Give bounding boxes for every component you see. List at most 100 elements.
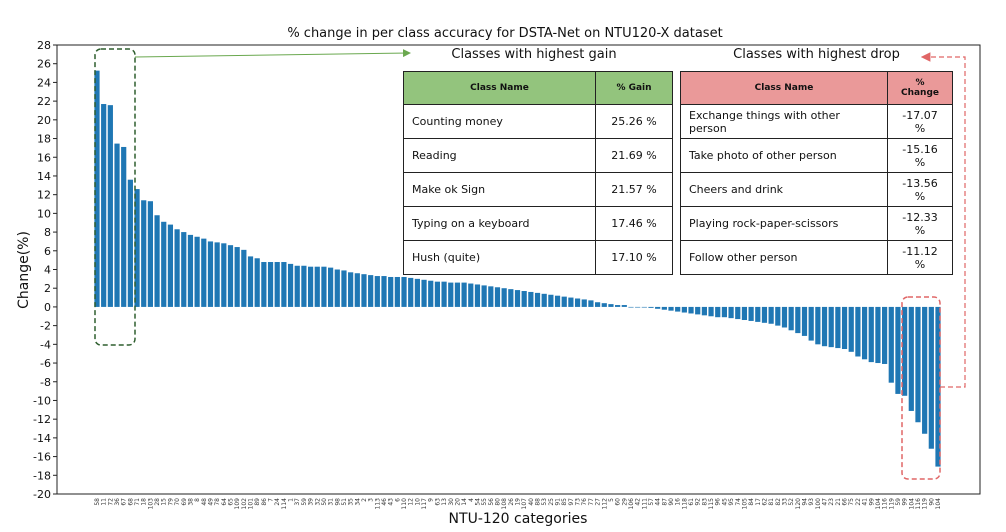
y-tick-label: -12 — [33, 413, 51, 426]
bar — [501, 288, 507, 307]
bar — [888, 306, 894, 383]
x-tick-label: 95 — [728, 498, 735, 506]
x-tick-label: 19 — [515, 498, 522, 506]
bar — [588, 300, 594, 307]
drop-col-name: Class Name — [680, 71, 888, 105]
bar — [775, 306, 781, 326]
x-tick-label: 15 — [161, 498, 168, 506]
bar — [388, 276, 394, 307]
bar — [481, 285, 487, 307]
x-tick-label: 68 — [127, 498, 134, 506]
x-tick-label: 53 — [541, 498, 548, 506]
x-tick-label: 118 — [681, 498, 688, 510]
x-tick-label: 80 — [494, 498, 501, 506]
bar — [214, 242, 220, 307]
x-tick-label: 92 — [695, 498, 702, 506]
x-tick-label: 7 — [268, 498, 275, 502]
x-tick-label: 116 — [915, 498, 922, 510]
x-tick-label: 40 — [528, 498, 535, 506]
x-tick-label: 88 — [535, 498, 542, 506]
bar — [167, 224, 174, 307]
x-tick-label: 38 — [187, 498, 194, 506]
bar — [675, 306, 681, 312]
x-tick-label: 59 — [895, 498, 902, 506]
x-tick-label: 55 — [481, 498, 488, 506]
table-row: Take photo of other person -15.16 % — [680, 138, 953, 173]
bar — [221, 243, 227, 307]
bar — [161, 221, 167, 307]
x-tick-label: 75 — [848, 498, 855, 506]
bar — [401, 276, 407, 307]
x-tick-label: 63 — [434, 498, 441, 506]
x-tick-label: 99 — [868, 498, 875, 506]
y-tick-label: -18 — [33, 469, 51, 482]
x-tick-label: 47 — [822, 498, 829, 506]
bar — [448, 282, 454, 307]
bar — [788, 306, 794, 331]
x-tick-label: 107 — [521, 498, 528, 510]
bar — [761, 306, 768, 323]
y-tick-label: 0 — [44, 301, 51, 314]
y-tick-label: 16 — [37, 151, 51, 164]
x-tick-label: 13 — [441, 498, 448, 506]
x-tick-label: 27 — [595, 498, 602, 506]
class-value: 21.69 % — [595, 138, 673, 173]
bar — [421, 279, 427, 307]
y-tick-label: -8 — [40, 376, 51, 389]
x-tick-label: 81 — [768, 498, 775, 506]
bar — [735, 306, 741, 320]
class-value: -15.16 % — [887, 138, 953, 173]
y-tick-label: 20 — [37, 114, 51, 127]
x-tick-label: 67 — [121, 498, 128, 506]
bar — [568, 297, 574, 307]
bar — [247, 256, 254, 307]
y-tick-label: -10 — [33, 394, 51, 407]
x-axis-label: NTU-120 categories — [449, 511, 588, 527]
x-tick-label: 50 — [321, 498, 328, 506]
bar — [868, 306, 874, 363]
bar — [328, 267, 334, 307]
bar — [748, 306, 754, 321]
bar — [528, 291, 534, 307]
class-name: Follow other person — [680, 240, 888, 275]
x-tick-label: 35 — [348, 498, 355, 506]
x-tick-label: 41 — [862, 498, 869, 506]
gain-table-header: Class Name % Gain — [403, 71, 673, 105]
bar — [681, 306, 687, 313]
bar — [307, 266, 314, 307]
x-tick-label: 34 — [354, 498, 361, 506]
y-tick-label: 6 — [44, 245, 51, 258]
x-tick-label: 78 — [214, 498, 221, 506]
bar — [414, 278, 420, 307]
x-tick-label: 102 — [241, 498, 248, 510]
x-tick-label: 98 — [334, 498, 341, 506]
drop-arrow — [920, 52, 966, 388]
bar — [301, 265, 307, 307]
bar — [267, 262, 274, 307]
x-tick-label: 111 — [641, 498, 648, 510]
bar — [181, 232, 187, 307]
x-tick-label: 104 — [935, 498, 942, 510]
x-tick-label: 32 — [314, 498, 321, 506]
bar — [695, 306, 701, 315]
x-tick-label: 87 — [661, 498, 668, 506]
bar — [354, 273, 360, 307]
x-tick-label: 25 — [548, 498, 555, 506]
bar — [922, 306, 928, 434]
class-name: Playing rock-paper-scissors — [680, 206, 888, 241]
y-ticks: -20-18-16-14-12-10-8-6-4-202468101214161… — [33, 39, 57, 501]
chart-title: % change in per class accuracy for DSTA-… — [287, 26, 722, 41]
bar — [935, 306, 941, 467]
x-tick-label: 79 — [167, 498, 174, 506]
y-tick-label: 4 — [44, 264, 51, 277]
x-tick-label: 69 — [181, 498, 188, 506]
bar — [534, 292, 541, 307]
bar — [121, 146, 127, 307]
y-tick-label: -6 — [40, 357, 51, 370]
table-row: Hush (quite) 17.10 % — [403, 240, 673, 275]
x-tick-label: 54 — [474, 498, 481, 506]
bar — [621, 305, 627, 307]
x-tick-label: 85 — [561, 498, 568, 506]
x-tick-label: 72 — [107, 498, 114, 506]
table-row: Playing rock-paper-scissors -12.33 % — [680, 206, 953, 241]
